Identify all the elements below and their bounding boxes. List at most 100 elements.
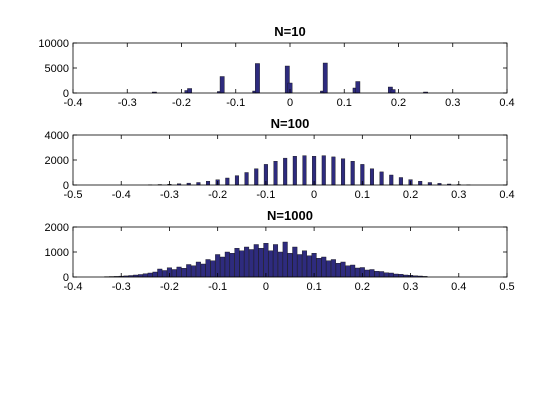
y-tick-label: 0	[63, 180, 69, 192]
x-tick-label: 0.1	[355, 189, 370, 201]
histogram-bar	[312, 156, 317, 186]
histogram-bar	[244, 172, 249, 186]
chart-title: N=1000	[267, 208, 313, 223]
x-tick-label: 0.3	[445, 97, 460, 109]
histogram-bar	[186, 264, 192, 278]
histogram-bar	[345, 265, 351, 278]
histogram-bar	[321, 256, 327, 278]
histogram-bar	[268, 250, 274, 278]
histogram-bar	[157, 268, 163, 278]
x-tick-label: 0.4	[499, 189, 514, 201]
histogram-bar	[239, 250, 245, 278]
histogram-bar	[282, 241, 288, 278]
histogram-bar	[142, 273, 148, 278]
histogram-bar	[335, 263, 341, 278]
histogram-bar	[205, 259, 211, 278]
x-tick-label: 0.1	[306, 281, 321, 293]
histogram-bar	[206, 181, 211, 186]
histogram-bar	[301, 250, 307, 278]
histogram-bar	[200, 263, 206, 278]
y-tick-label: 2000	[45, 155, 69, 167]
x-tick-label: 0.5	[499, 281, 514, 293]
y-tick-label: 2000	[45, 222, 69, 234]
x-tick-label: 0.2	[403, 189, 418, 201]
axes-frame	[72, 134, 508, 186]
x-tick-label: 0	[311, 189, 317, 201]
histogram-bar	[195, 261, 201, 278]
y-tick-label: 10000	[38, 38, 69, 50]
y-tick-label: 5000	[45, 63, 69, 75]
histogram-bar	[390, 89, 396, 94]
x-tick-label: -0.5	[64, 189, 83, 201]
histogram-bar	[330, 259, 336, 278]
histogram-bar	[273, 244, 279, 278]
histogram-bar	[364, 269, 370, 278]
histogram-panel-n1000: -0.4 -0.3 -0.2 -0.1 0 0.1 0.2 0.3 0.4 0.5 0 1000 200…	[45, 208, 515, 293]
histogram-bar	[321, 155, 326, 186]
histogram-bar	[398, 177, 403, 186]
histogram-bar	[147, 272, 153, 278]
x-tick-label: 0.3	[403, 281, 418, 293]
histogram-bar	[369, 168, 374, 186]
histogram-bar	[219, 256, 225, 278]
histogram-bar	[374, 271, 380, 278]
x-tick-label: -0.2	[208, 189, 227, 201]
histogram-bar	[316, 258, 322, 278]
histogram-panel-n100: -0.5 -0.4 -0.3 -0.2 -0.1 0 0.1 0.2 0.3 0.4 0 2000 40…	[45, 116, 515, 201]
x-tick-label: -0.1	[256, 189, 275, 201]
x-tick-label: 0.1	[337, 97, 352, 109]
histogram-bar	[176, 266, 182, 278]
x-tick-label: 0.4	[499, 97, 514, 109]
histogram-bar	[350, 161, 355, 186]
histogram-bar	[322, 62, 328, 94]
histogram-bar	[398, 274, 404, 278]
chart-title: N=100	[271, 116, 310, 131]
y-tick-label: 0	[63, 272, 69, 284]
histogram-bar	[234, 248, 240, 278]
histogram-bar	[292, 246, 298, 278]
histogram-bar	[210, 260, 216, 278]
x-tick-label: -0.3	[160, 189, 179, 201]
histogram-bar	[297, 254, 303, 278]
histogram-bar	[326, 260, 332, 278]
x-tick-label: -0.4	[112, 189, 131, 201]
histogram-bar	[181, 268, 187, 278]
histogram-bar	[341, 158, 346, 186]
histogram-bar	[273, 161, 278, 186]
histogram-bar	[248, 249, 254, 278]
histogram-bar	[244, 246, 250, 278]
histogram-bar	[187, 88, 193, 94]
histogram-bar	[152, 271, 158, 278]
histogram-bar	[263, 243, 269, 278]
x-tick-label: -0.4	[64, 281, 83, 293]
histogram-bar	[171, 269, 177, 278]
histogram-bar	[162, 270, 168, 278]
x-tick-label: 0.2	[391, 97, 406, 109]
histogram-bar	[219, 76, 225, 94]
histogram-bar	[225, 177, 230, 186]
histogram-bar	[389, 174, 394, 186]
histogram-bar	[302, 155, 307, 186]
histogram-bar	[253, 244, 259, 278]
histogram-bar	[331, 156, 336, 186]
histogram-bar	[306, 255, 312, 278]
histogram-bar	[383, 272, 389, 278]
x-tick-label: 0	[287, 97, 293, 109]
histogram-bar	[283, 157, 288, 186]
histogram-bar	[379, 171, 384, 186]
y-tick-label: 0	[63, 88, 69, 100]
histogram-bar	[355, 81, 361, 94]
x-tick-label: 0	[263, 281, 269, 293]
histogram-bar	[254, 168, 259, 186]
x-tick-label: -0.1	[226, 97, 245, 109]
histogram-bar	[379, 271, 385, 278]
x-tick-label: -0.2	[160, 281, 179, 293]
x-tick-label: 0.3	[451, 189, 466, 201]
histogram-bar	[292, 156, 297, 186]
histogram-bar	[369, 269, 375, 278]
histogram-bar	[224, 251, 230, 278]
x-tick-label: 0.4	[451, 281, 466, 293]
x-tick-label: 0.2	[355, 281, 370, 293]
histogram-bar	[255, 63, 260, 94]
histogram-bar	[355, 267, 361, 278]
